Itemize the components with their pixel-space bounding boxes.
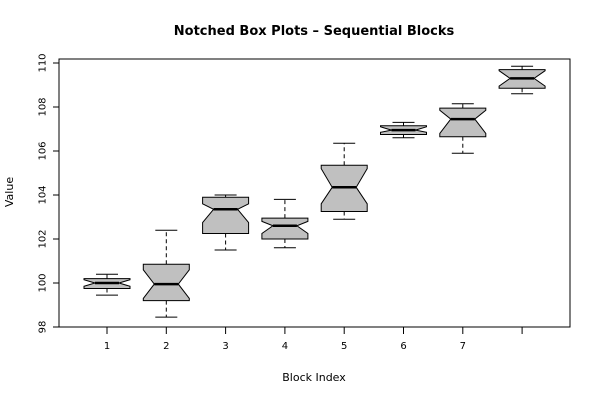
x-tick-label: 4	[282, 341, 288, 352]
box-7	[439, 103, 487, 154]
x-tick-label: 3	[222, 341, 228, 352]
box-body	[439, 107, 487, 138]
box-5	[320, 142, 368, 220]
x-tick-label: 6	[400, 341, 406, 352]
box-body	[202, 196, 250, 234]
y-tick-label: 100	[38, 273, 49, 292]
box-1	[83, 273, 131, 296]
y-tick-label: 110	[38, 53, 49, 72]
box-4	[261, 198, 309, 249]
x-tick-label: 5	[341, 341, 347, 352]
y-axis: 98 100 102 104 106 108 110	[38, 53, 60, 333]
x-tick-label: 1	[104, 341, 110, 352]
box-8	[498, 65, 546, 95]
chart-title: Notched Box Plots – Sequential Blocks	[174, 24, 455, 39]
box-body	[142, 263, 190, 302]
y-tick-label: 98	[38, 321, 49, 334]
y-axis-label: Value	[3, 177, 16, 207]
box-series	[83, 65, 546, 318]
y-tick-label: 104	[38, 185, 49, 204]
x-axis-label: Block Index	[282, 371, 346, 384]
x-tick-label: 2	[163, 341, 169, 352]
x-tick-label: 7	[460, 341, 466, 352]
y-tick-label: 108	[38, 97, 49, 116]
x-axis: 1 2 3 4 5 6 7	[104, 326, 523, 352]
box-6	[380, 121, 427, 139]
plot-frame	[58, 58, 571, 328]
y-tick-label: 106	[38, 141, 49, 160]
box-2	[142, 229, 190, 318]
box-3	[202, 194, 250, 251]
y-tick-label: 102	[38, 229, 49, 248]
box-body	[261, 217, 309, 240]
